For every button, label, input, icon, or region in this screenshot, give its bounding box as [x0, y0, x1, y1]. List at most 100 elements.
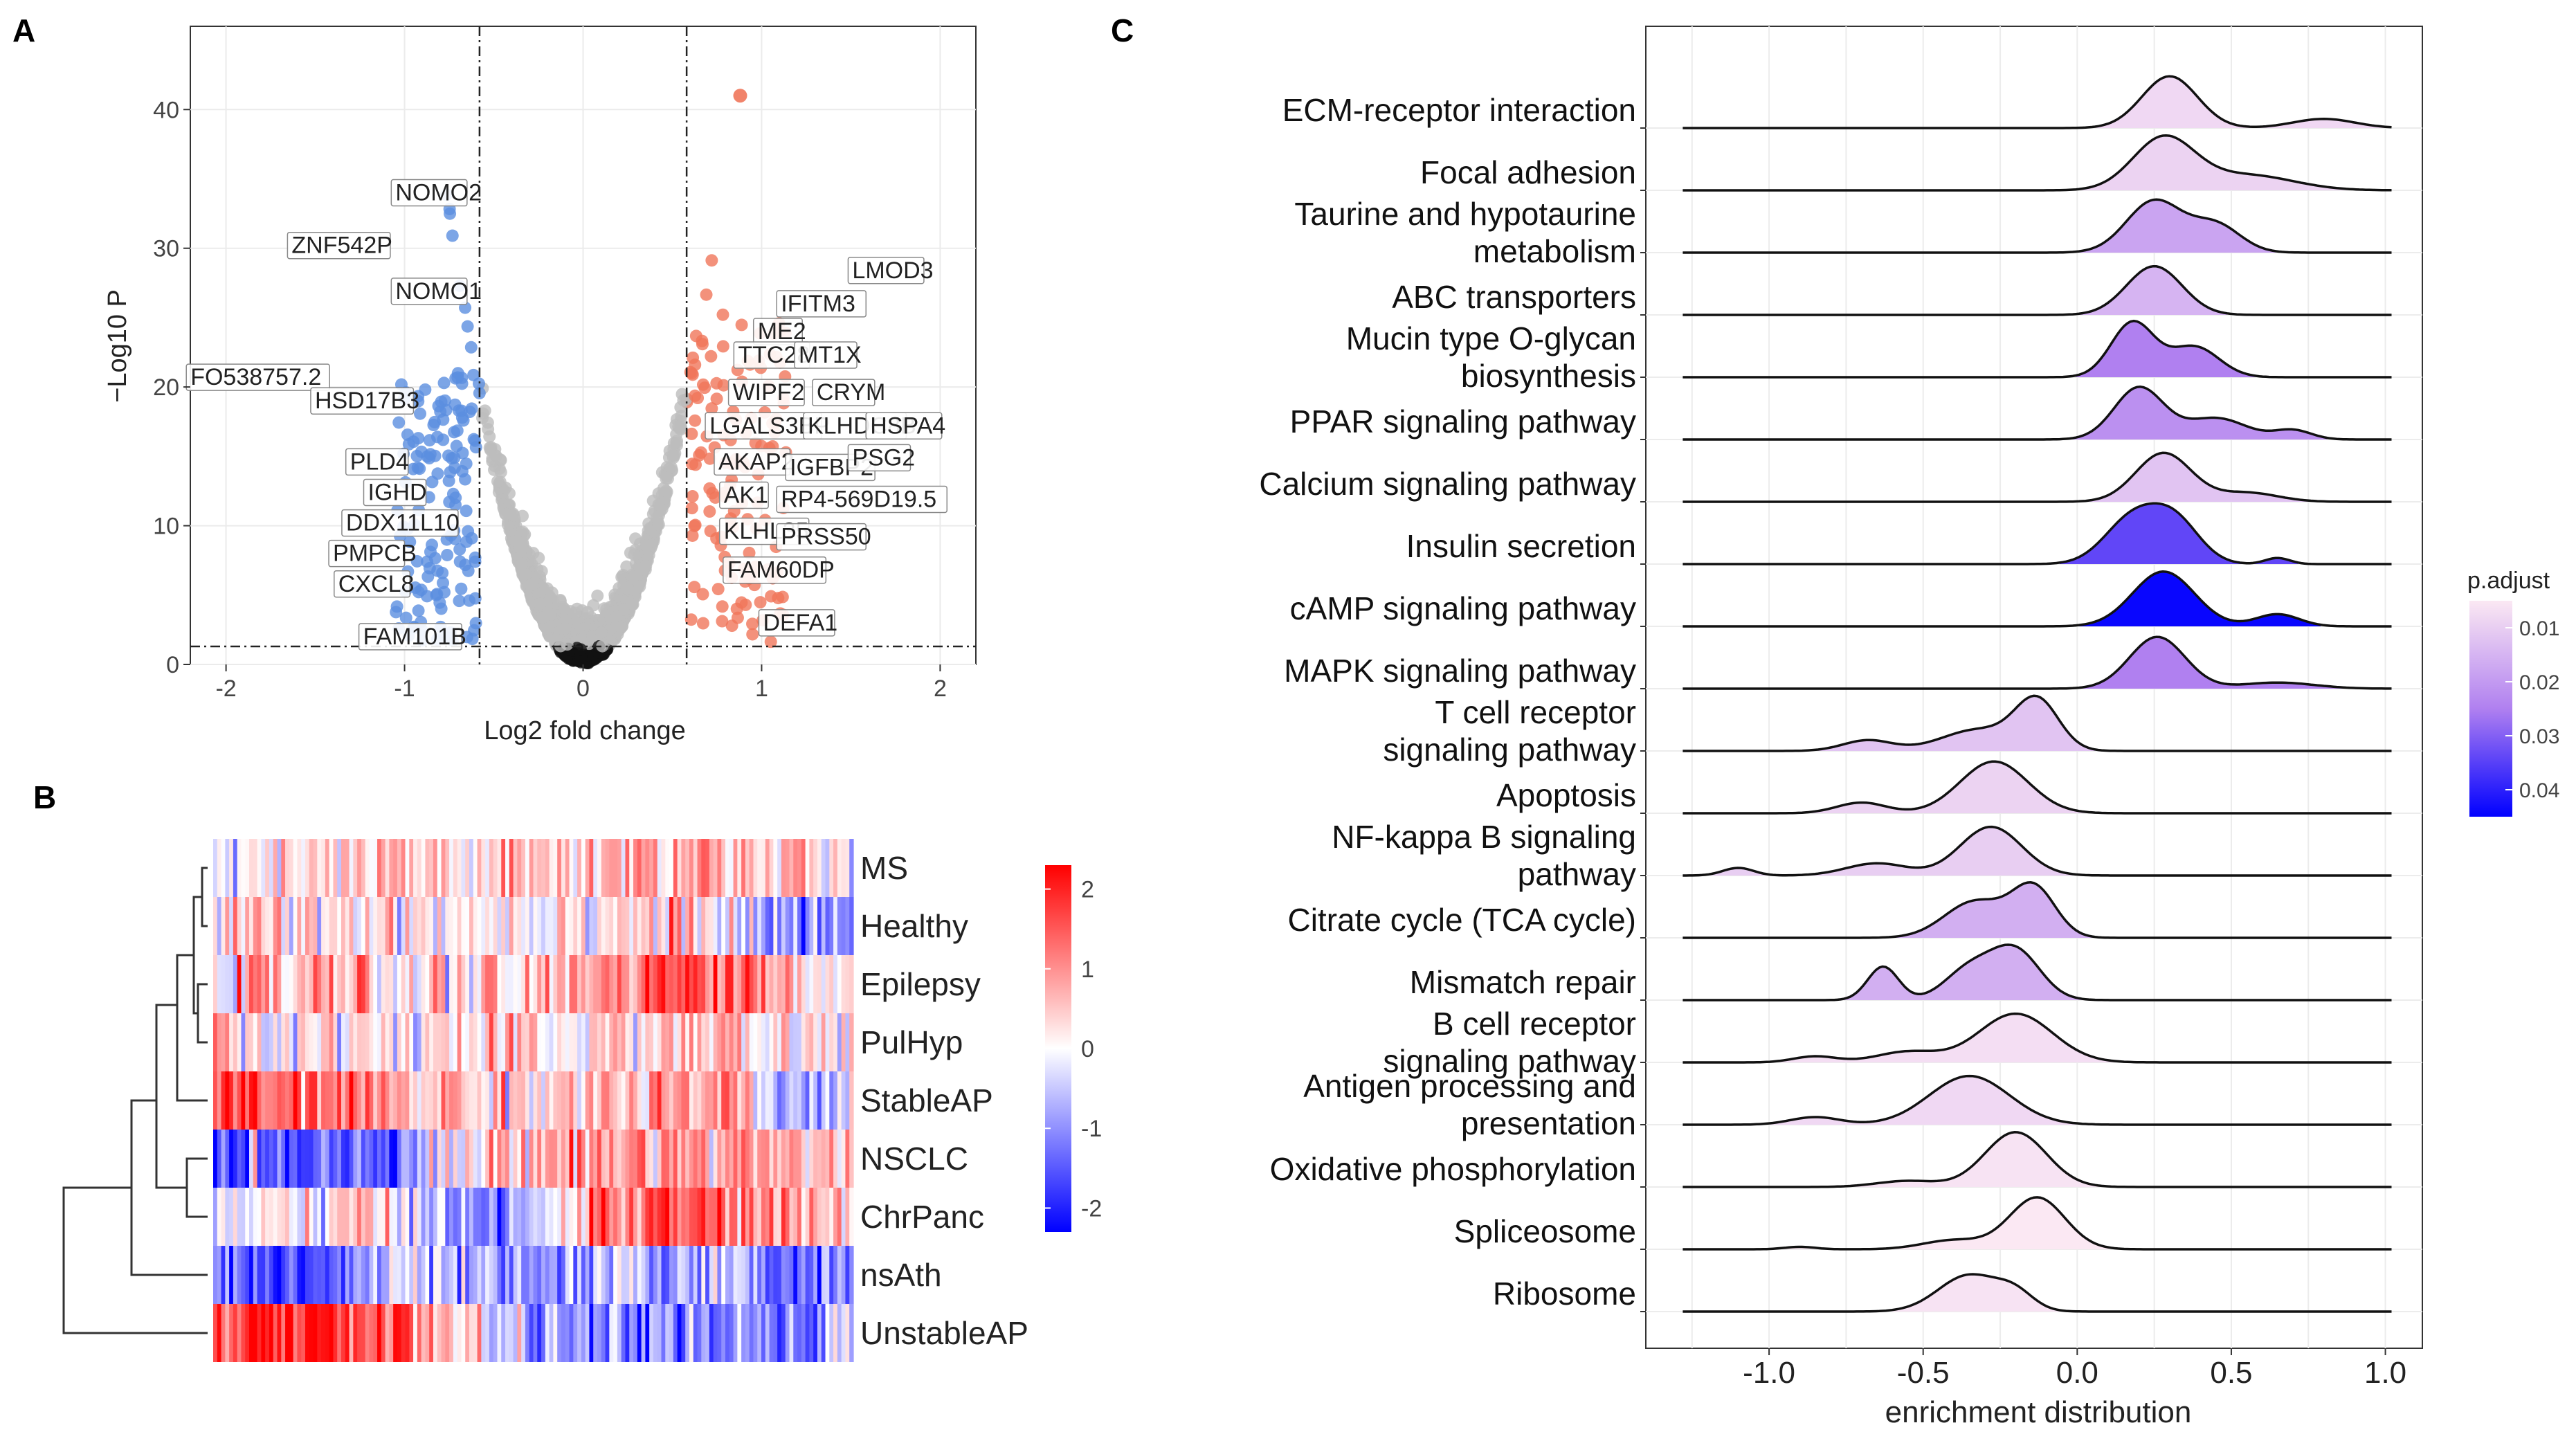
heatmap-cell	[253, 1188, 258, 1246]
heatmap-cell	[385, 955, 390, 1013]
heatmap-cell	[625, 897, 630, 955]
heatmap-cell	[489, 839, 494, 897]
heatmap-cell	[345, 1130, 350, 1188]
heatmap-cell	[689, 1071, 694, 1130]
ridge-line	[1682, 134, 2392, 192]
heatmap-cell	[305, 839, 310, 897]
heatmap-cell	[593, 1071, 598, 1130]
volcano-point-down	[413, 462, 426, 475]
heatmap-cell	[457, 1071, 462, 1130]
heatmap-cell	[309, 1130, 314, 1188]
heatmap-cell	[517, 1246, 522, 1304]
heatmap-cell	[797, 839, 802, 897]
heatmap-cell	[621, 1246, 626, 1304]
heatmap-cell	[285, 1246, 290, 1304]
heatmap-cell	[381, 897, 386, 955]
heatmap-cell	[293, 1071, 298, 1130]
heatmap-cell	[477, 839, 482, 897]
heatmap-cell	[717, 1130, 722, 1188]
heatmap-cell	[813, 1188, 818, 1246]
heatmap-cell	[473, 897, 478, 955]
heatmap-cell	[365, 1013, 370, 1071]
heatmap-cell	[265, 1304, 270, 1362]
heatmap-cell	[597, 1071, 602, 1130]
heatmap-cell	[545, 1188, 550, 1246]
heatmap-cell	[777, 1071, 782, 1130]
heatmap-cell	[661, 897, 666, 955]
heatmap-cell	[561, 897, 566, 955]
heatmap-cell	[369, 1188, 374, 1246]
volcano-point	[629, 532, 642, 545]
heatmap-cell	[493, 1188, 498, 1246]
heatmap-cell	[605, 1130, 610, 1188]
heatmap-cell	[717, 897, 722, 955]
heatmap-cell	[249, 1304, 254, 1362]
heatmap-cell	[605, 1246, 610, 1304]
heatmap-cell	[213, 1304, 218, 1362]
heatmap-cell	[785, 839, 790, 897]
heatmap-cell	[429, 1188, 434, 1246]
heatmap-cell	[345, 1071, 350, 1130]
heatmap-cell	[257, 1130, 262, 1188]
heatmap-cell	[681, 955, 686, 1013]
heatmap-cell	[425, 1246, 430, 1304]
heatmap-cell	[293, 1130, 298, 1188]
heatmap-cell	[685, 1013, 690, 1071]
heatmap-cell	[469, 1130, 474, 1188]
heatmap-cell	[453, 955, 458, 1013]
heatmap-cell	[721, 1304, 726, 1362]
heatmap-cell	[629, 1071, 634, 1130]
heatmap-cell	[237, 1188, 242, 1246]
heatmap-cell	[613, 1013, 618, 1071]
heatmap-cell	[649, 955, 654, 1013]
volcano-point-down	[443, 496, 456, 509]
heatmap-cell	[293, 839, 298, 897]
gene-label-box	[776, 290, 867, 318]
heatmap-cell	[481, 1071, 486, 1130]
heatmap-cell	[353, 839, 358, 897]
ridge-line	[1682, 1196, 2392, 1251]
volcano-point-up	[716, 340, 729, 353]
heatmap-cell	[605, 1188, 610, 1246]
heatmap-cell	[809, 1246, 814, 1304]
heatmap-cell	[405, 897, 410, 955]
heatmap-cell	[289, 1013, 294, 1071]
heatmap-cell	[637, 897, 642, 955]
heatmap-cell	[545, 1304, 550, 1362]
heatmap-cell	[813, 1246, 818, 1304]
heatmap-cell	[481, 1013, 486, 1071]
heatmap-cell	[241, 1304, 246, 1362]
heatmap-cell	[281, 1246, 286, 1304]
heatmap-cell	[405, 1246, 410, 1304]
heatmap-cell	[669, 1130, 674, 1188]
heatmap-cell	[253, 955, 258, 1013]
heatmap-cell	[461, 1130, 466, 1188]
heatmap-cell	[705, 1130, 710, 1188]
heatmap-cell	[365, 1130, 370, 1188]
heatmap-cell	[597, 955, 602, 1013]
heatmap-cell	[469, 839, 474, 897]
heatmap-cell	[741, 1246, 746, 1304]
heatmap-cell	[345, 1013, 350, 1071]
heatmap-cell	[585, 1071, 590, 1130]
heatmap-cell	[461, 1071, 466, 1130]
heatmap-cell	[605, 897, 610, 955]
volcano-y-tick-label: 0	[166, 652, 179, 678]
heatmap-cell	[213, 1188, 218, 1246]
volcano-point-up	[717, 379, 730, 392]
heatmap-cell	[665, 955, 670, 1013]
heatmap-cell	[261, 955, 266, 1013]
gene-label-box	[328, 539, 406, 568]
heatmap-cell	[577, 839, 582, 897]
heatmap-cell	[745, 1130, 750, 1188]
heatmap-cell	[769, 1013, 774, 1071]
heatmap-cell	[769, 897, 774, 955]
heatmap-cell	[213, 897, 218, 955]
ridge-line	[1682, 198, 2392, 254]
heatmap-cell	[465, 1071, 470, 1130]
heatmap-cell	[501, 1246, 506, 1304]
heatmap-cell	[433, 1071, 438, 1130]
heatmap-cell	[673, 839, 678, 897]
volcano-point	[519, 568, 532, 581]
ridgeline-x-tick-label: 0.0	[2056, 1356, 2098, 1390]
